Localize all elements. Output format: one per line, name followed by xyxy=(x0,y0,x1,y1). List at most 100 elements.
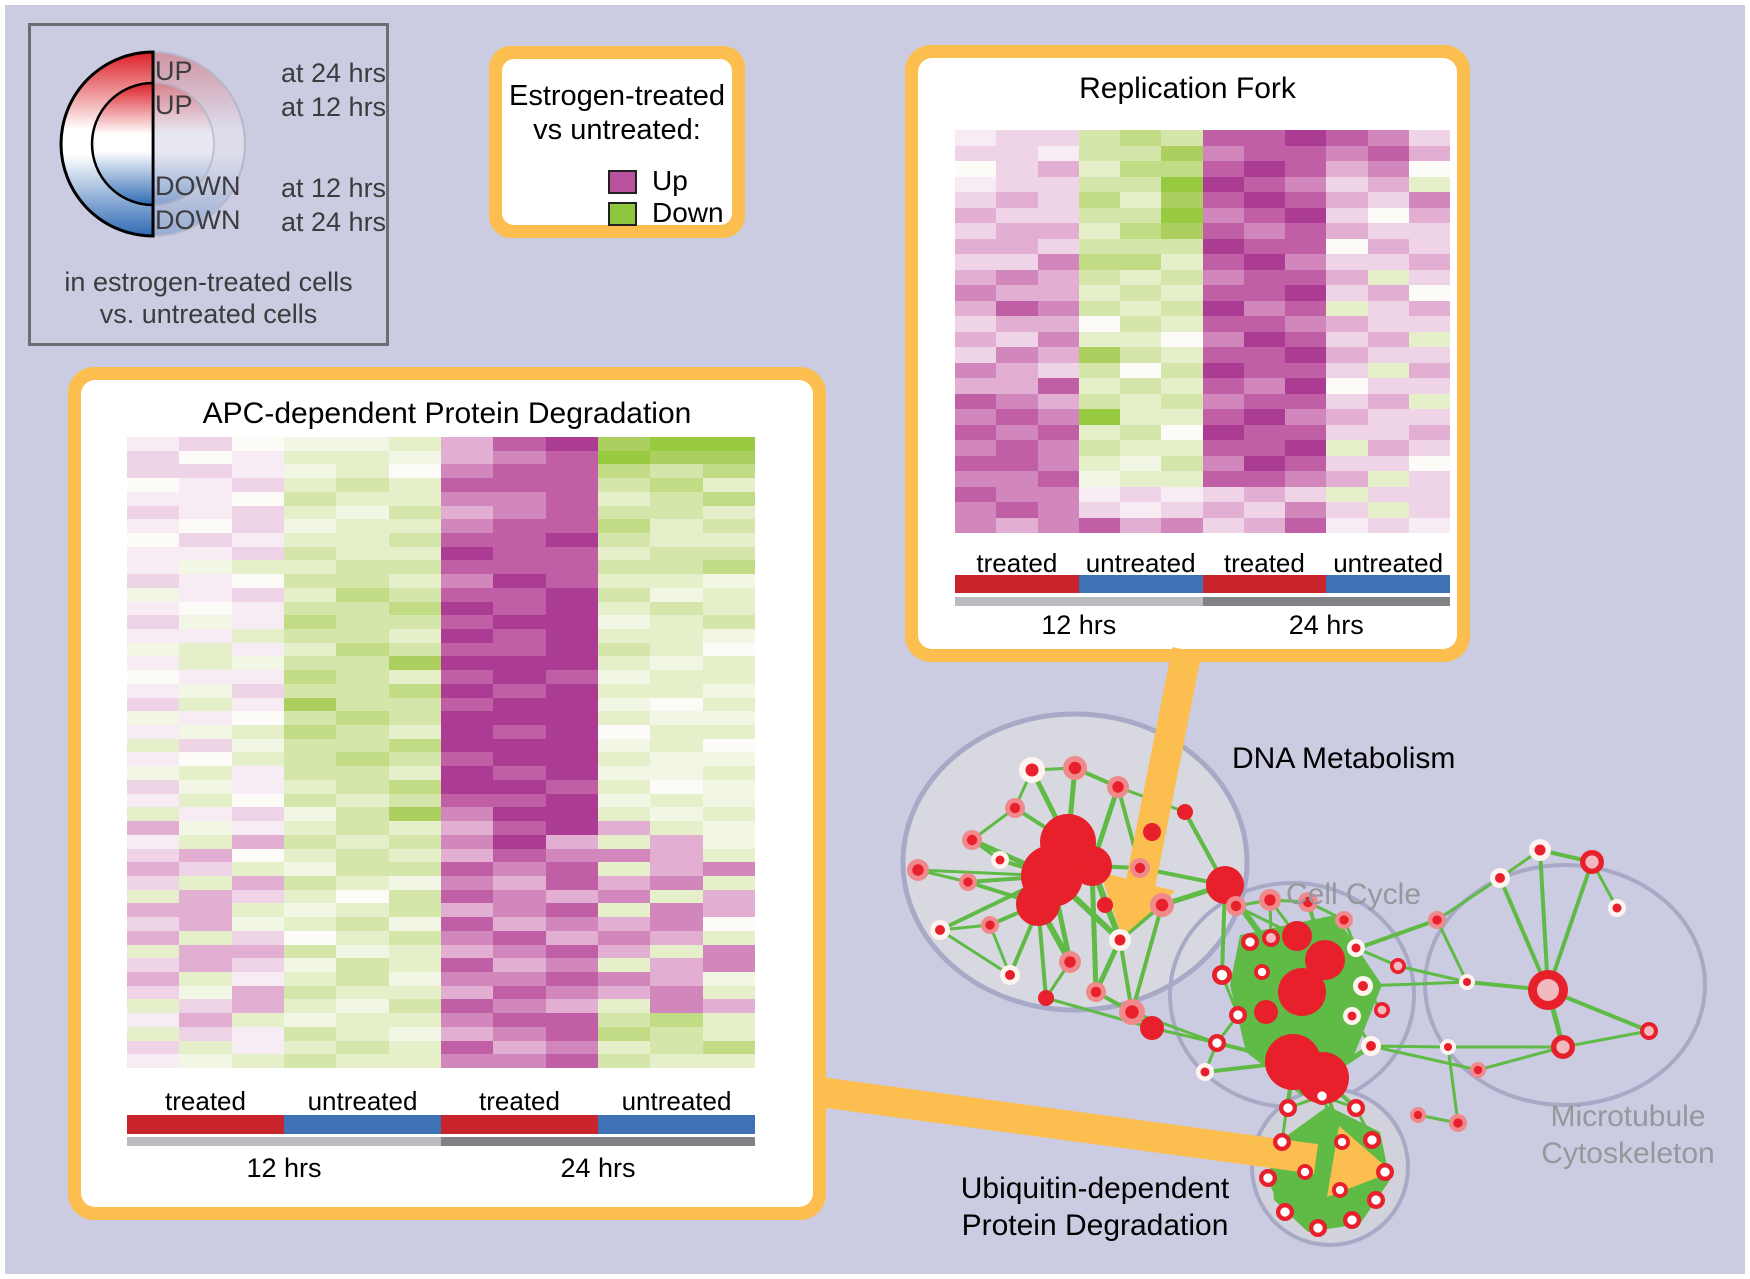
heatmap-cell xyxy=(1202,409,1244,425)
heatmap-cell xyxy=(1243,285,1285,301)
untreated-bar xyxy=(598,1115,755,1134)
heatmap-cell xyxy=(1120,145,1162,161)
heatmap-cell xyxy=(1367,207,1409,223)
heatmap-cell xyxy=(545,971,598,986)
network-node xyxy=(1297,1052,1349,1104)
heatmap-cell xyxy=(440,999,494,1014)
heatmap-cell xyxy=(1408,161,1450,177)
estrogen-legend-title-line1: Estrogen-treated xyxy=(508,80,725,112)
heatmap-cell xyxy=(650,642,703,657)
heatmap-cell xyxy=(1243,254,1285,270)
heatmap-cell xyxy=(336,629,389,643)
heatmap-cell xyxy=(179,711,232,726)
network-node-core xyxy=(1339,915,1349,925)
heatmap-cell xyxy=(545,875,598,890)
heatmap-cell xyxy=(1285,440,1327,456)
heatmap-cell xyxy=(179,1054,232,1068)
heatmap-cell xyxy=(545,450,598,465)
heatmap-cell xyxy=(650,1013,703,1027)
heatmap-cell xyxy=(1202,269,1244,285)
untreated-bar xyxy=(284,1115,441,1134)
heatmap-cell xyxy=(702,491,755,506)
network-node-core xyxy=(1463,978,1471,986)
heatmap-cell xyxy=(179,491,232,506)
heatmap-cell xyxy=(1078,393,1120,409)
heatmap-cell xyxy=(597,491,651,506)
heatmap-cell xyxy=(336,464,389,479)
heatmap-cell xyxy=(1285,378,1327,394)
heatmap-cell xyxy=(702,642,755,657)
heatmap-cell xyxy=(545,491,598,506)
heatmap-cell xyxy=(283,601,337,616)
heatmap-cell xyxy=(1285,486,1327,502)
heatmap-cell xyxy=(231,779,284,794)
heatmap-cell xyxy=(597,437,651,451)
heatmap-cell xyxy=(955,192,997,208)
network-node-core xyxy=(1380,1167,1390,1177)
heatmap-cell xyxy=(1408,269,1450,285)
up-swatch-label: Up xyxy=(652,165,688,196)
heatmap-cell xyxy=(1243,378,1285,394)
heatmap-cell xyxy=(650,999,703,1014)
heatmap-cell xyxy=(650,670,703,684)
heatmap-cell xyxy=(702,464,755,479)
heatmap-cell xyxy=(1243,440,1285,456)
heatmap-cell xyxy=(597,848,651,863)
heatmap-cell xyxy=(336,532,389,547)
heatmap-cell xyxy=(545,464,598,479)
heatmap-cell xyxy=(1037,517,1079,533)
heatmap-cell xyxy=(283,766,337,780)
heatmap-cell xyxy=(388,889,441,904)
heatmap-cell xyxy=(1078,471,1120,487)
network-node-core xyxy=(1366,1041,1376,1051)
heatmap-cell xyxy=(1120,285,1162,301)
heatmap-cell xyxy=(1326,145,1368,161)
heatmap-cell xyxy=(702,738,755,753)
heatmap-cell xyxy=(493,587,546,602)
heatmap-cell xyxy=(493,999,546,1014)
heatmap-cell xyxy=(440,478,494,492)
heatmap-cell xyxy=(231,999,284,1014)
heatmap-cell xyxy=(1120,517,1162,533)
heatmap-cell xyxy=(283,478,337,492)
heatmap-cell xyxy=(440,697,494,712)
network-node xyxy=(1254,1000,1278,1024)
untreated-group-label: untreated xyxy=(307,1086,418,1116)
heatmap-cell xyxy=(336,738,389,753)
heatmap-cell xyxy=(1078,455,1120,471)
heatmap-cell xyxy=(1367,192,1409,208)
heatmap-cell xyxy=(1285,393,1327,409)
heatmap-cell xyxy=(545,821,598,835)
heatmap-cell xyxy=(493,930,546,945)
heatmap-cell xyxy=(179,1040,232,1055)
heatmap-cell xyxy=(283,862,337,876)
heatmap-cell xyxy=(336,862,389,876)
heatmap-cell xyxy=(650,930,703,945)
heatmap-cell xyxy=(1243,176,1285,192)
heatmap-cell xyxy=(702,1054,755,1068)
heatmap-cell xyxy=(1408,486,1450,502)
heatmap-cell xyxy=(283,519,337,533)
heatmap-cell xyxy=(440,985,494,1000)
rf-time-labels: 12 hrs 24 hrs xyxy=(955,610,1450,641)
heatmap-cell xyxy=(127,697,180,712)
heatmap-cell xyxy=(996,331,1038,347)
heatmap-cell xyxy=(1161,207,1203,223)
heatmap-cell xyxy=(955,285,997,301)
heatmap-cell xyxy=(1120,207,1162,223)
heatmap-cell xyxy=(1326,207,1368,223)
untreated-group-label: untreated xyxy=(621,1086,732,1116)
heatmap-cell xyxy=(231,766,284,780)
heatmap-cell xyxy=(1243,130,1285,146)
heatmap-cell xyxy=(336,1040,389,1055)
network-node-core xyxy=(1064,956,1076,968)
heatmap-cell xyxy=(440,464,494,479)
heatmap-cell xyxy=(1202,254,1244,270)
heatmap-cell xyxy=(440,670,494,684)
heatmap-cell xyxy=(597,601,651,616)
heatmap-cell xyxy=(1161,238,1203,254)
heatmap-cell xyxy=(179,999,232,1014)
heatmap-cell xyxy=(283,971,337,986)
heatmap-cell xyxy=(545,711,598,726)
heatmap-cell xyxy=(336,1054,389,1068)
